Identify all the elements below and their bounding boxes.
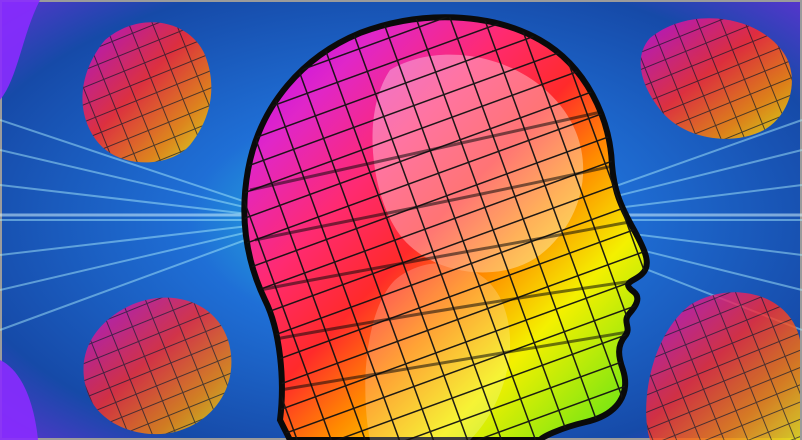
background-head-top-left — [82, 22, 212, 163]
background-head-bottom-left — [83, 297, 232, 435]
background-head-bottom-right — [646, 292, 800, 440]
left-edge-shape — [0, 0, 40, 100]
main-head-profile — [241, 14, 650, 440]
left-edge-shape-bottom — [0, 360, 38, 440]
background-head-top-right — [640, 18, 792, 139]
